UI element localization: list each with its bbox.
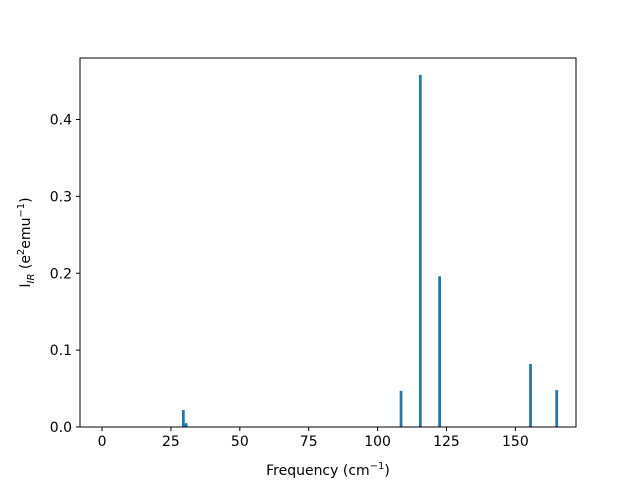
bars-group [181,74,559,427]
bar [184,423,188,427]
x-axis-ticks: 0 25 50 75 100 125 150 [98,427,529,450]
y-axis-label-sup2: −1 [16,203,27,218]
bar [438,276,441,427]
x-tick-label: 100 [364,434,391,450]
y-axis-label-mid2: emu [18,218,34,249]
bar [181,410,185,427]
x-tick-label: 25 [162,434,180,450]
y-axis-ticks: 0.0 0.1 0.2 0.3 0.4 [50,113,80,436]
y-tick-label: 0.3 [50,189,72,205]
x-axis-label-main: Frequency (cm [266,463,370,479]
y-axis-label-sup1: 2 [16,249,27,255]
plot-frame [79,57,577,428]
x-tick-label: 125 [433,434,460,450]
y-tick-label: 0.2 [50,266,72,282]
y-axis-label-mid: (e [18,255,34,274]
y-axis-label-sub: IR [26,274,37,284]
x-tick-label: 75 [300,434,318,450]
bar [418,74,422,427]
y-tick-label: 0.0 [50,420,72,436]
x-axis-label-tail: ) [384,463,389,479]
y-axis-label: IIR (e2emu−1) [16,197,37,287]
bar [529,363,532,427]
x-tick-label: 0 [98,434,107,450]
x-tick-label: 50 [231,434,249,450]
x-tick-label: 150 [502,434,529,450]
y-axis-label-tail: ) [18,197,34,202]
y-axis-label-main: I [18,284,34,288]
y-tick-label: 0.1 [50,343,72,359]
y-tick-label: 0.4 [50,113,72,129]
x-axis-label: Frequency (cm−1) [266,461,390,479]
bar [555,390,559,427]
bar [399,390,403,427]
x-axis-label-sup: −1 [370,461,385,472]
